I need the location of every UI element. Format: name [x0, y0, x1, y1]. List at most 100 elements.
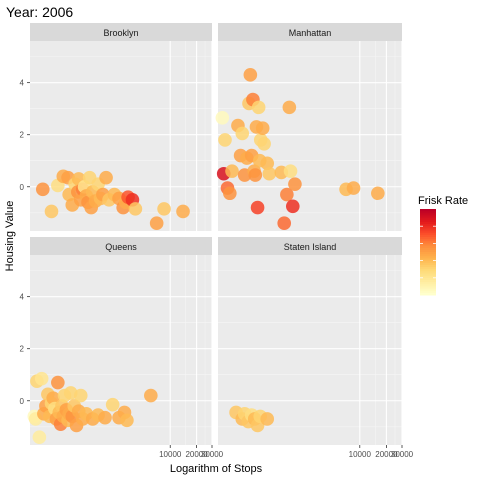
y-axis-label: Housing Value	[4, 201, 16, 272]
legend-color-step	[420, 290, 436, 294]
y-tick-label: 4	[20, 79, 25, 88]
legend-color-step	[420, 239, 436, 242]
legend-color-step	[420, 286, 436, 290]
legend-color-step	[420, 252, 436, 255]
facet-panels: Brooklyn Manhattan Queens Staten Island	[27, 23, 403, 445]
facet-strip	[30, 23, 212, 41]
x-tick-label: 20000	[375, 450, 398, 459]
data-point	[105, 397, 120, 412]
data-point	[99, 170, 113, 185]
legend-color-step	[420, 232, 436, 236]
data-point	[51, 375, 65, 390]
data-point	[144, 388, 158, 403]
facet-strip-label: Staten Island	[284, 242, 337, 252]
data-point	[255, 121, 270, 135]
legend-color-step	[420, 256, 436, 259]
data-point	[120, 413, 134, 428]
legend-color-step	[420, 213, 436, 216]
legend-color-step	[420, 271, 436, 274]
x-tick-label: 10000	[159, 450, 182, 459]
y-tick-label: 0	[20, 397, 25, 406]
legend-color-step	[420, 258, 436, 262]
data-point	[225, 164, 239, 178]
data-point	[215, 110, 230, 125]
facet-strip-label: Queens	[105, 242, 137, 252]
legend-color-step	[420, 245, 436, 249]
data-point	[251, 100, 266, 115]
data-point	[260, 156, 275, 171]
data-point	[248, 168, 263, 182]
legend-color-step	[420, 288, 436, 292]
legend-color-step	[420, 247, 436, 251]
legend-color-step	[420, 267, 436, 270]
chart-title: Year: 2006	[6, 4, 73, 20]
legend-color-step	[420, 217, 436, 221]
legend-title: Frisk Rate	[418, 195, 468, 207]
legend-color-step	[420, 209, 436, 212]
x-tick-label: 20000	[185, 450, 208, 459]
legend-color-step	[420, 219, 436, 223]
legend-color-step	[420, 254, 436, 257]
data-point	[128, 202, 143, 216]
legend-color-step	[420, 279, 436, 283]
legend-color-step	[420, 249, 436, 253]
legend-color-step	[420, 224, 436, 227]
y-tick-label: 2	[20, 345, 25, 354]
legend-color-step	[420, 215, 436, 219]
data-point	[262, 166, 277, 181]
y-tick-label: 2	[20, 131, 25, 140]
x-tick-label: 30000	[391, 450, 414, 459]
data-point	[280, 187, 294, 202]
data-point	[277, 216, 292, 230]
legend-color-step	[420, 273, 436, 277]
data-point	[250, 200, 265, 215]
legend-color-step	[420, 234, 436, 238]
facet-strip	[218, 237, 402, 255]
legend-color-step	[420, 228, 436, 231]
facet-strip-label: Brooklyn	[103, 28, 138, 38]
legend-color-step	[420, 230, 436, 234]
x-tick-label: 10000	[349, 450, 372, 459]
legend-color-step	[420, 292, 436, 296]
y-tick-label: 0	[20, 183, 25, 192]
facet-panel: Queens	[27, 237, 213, 445]
data-point	[157, 202, 171, 216]
legend-color-step	[420, 277, 436, 281]
data-point	[235, 126, 250, 141]
legend-color-step	[420, 221, 436, 225]
data-point	[176, 204, 190, 219]
legend-color-step	[420, 226, 436, 229]
legend-color-step	[420, 243, 436, 247]
legend-color-step	[420, 241, 436, 244]
data-point	[223, 186, 237, 201]
facet-panel: Manhattan	[215, 23, 403, 231]
data-point	[46, 391, 60, 405]
legend-color-step	[420, 236, 436, 240]
data-point	[149, 216, 164, 230]
legend: Frisk Rate	[418, 195, 468, 296]
data-point	[257, 137, 271, 151]
data-point	[346, 181, 361, 195]
data-point	[34, 371, 49, 386]
legend-color-step	[420, 264, 436, 268]
x-axis-label: Logarithm of Stops	[170, 463, 263, 475]
y-tick-label: 4	[20, 293, 25, 302]
data-point	[73, 388, 88, 403]
facet-strip	[218, 23, 402, 41]
facet-panel: Brooklyn	[30, 23, 213, 231]
x-tick-label: 30000	[201, 450, 224, 459]
data-point	[243, 68, 258, 82]
facet-panel: Staten Island	[218, 237, 403, 445]
legend-color-step	[420, 282, 436, 285]
data-point	[98, 410, 112, 425]
data-point	[283, 164, 298, 178]
legend-color-step	[420, 269, 436, 272]
data-point	[371, 186, 385, 201]
legend-color-step	[420, 284, 436, 287]
data-point	[218, 133, 232, 147]
data-point	[288, 177, 302, 191]
legend-color-step	[420, 275, 436, 279]
legend-color-step	[420, 262, 436, 266]
